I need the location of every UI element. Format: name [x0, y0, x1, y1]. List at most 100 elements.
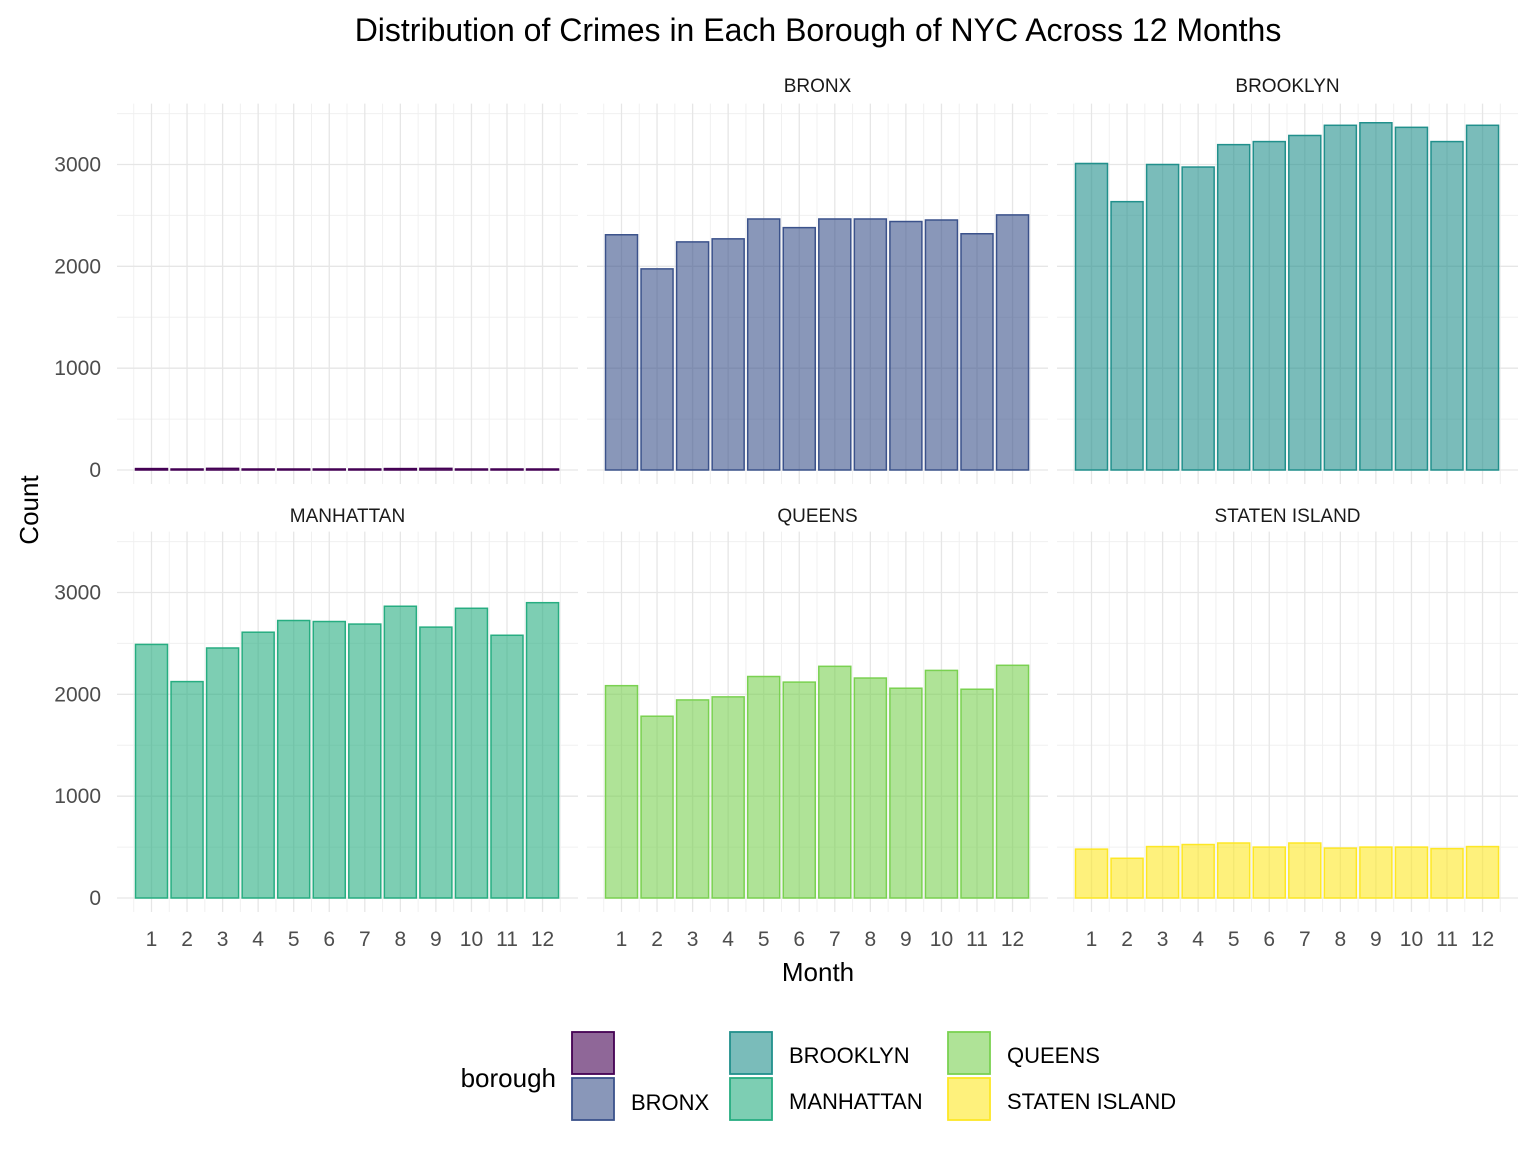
x-tick-label: 5	[1228, 928, 1240, 951]
bar	[711, 696, 745, 899]
legend: borough BRONX BROOKLYN MANHATTAN QUEENS STAT…	[461, 1031, 1176, 1121]
bar	[276, 619, 311, 899]
bar	[276, 468, 311, 471]
bar	[1323, 124, 1358, 471]
x-tick-label: 2	[1121, 928, 1133, 951]
bar	[170, 680, 204, 899]
bar	[818, 218, 852, 471]
bar	[1288, 134, 1322, 471]
legend-item: QUEENS	[947, 1031, 1100, 1075]
bar	[454, 607, 489, 899]
bar	[1252, 846, 1286, 899]
facet-panels: 0 1000 2000 3000 BRONX BROOKLYN MANHATTAN 0 1000…	[54, 76, 1518, 951]
x-tick-label: 4	[722, 928, 734, 951]
x-tick-label: 5	[758, 928, 770, 951]
legend-label: QUEENS	[1007, 1043, 1100, 1068]
x-tick-label: 10	[460, 928, 483, 951]
y-tick-label: 2000	[54, 255, 101, 278]
bar	[924, 219, 959, 471]
x-tick-label: 7	[359, 928, 371, 951]
panel: BRONX	[587, 76, 1048, 484]
bar	[1465, 124, 1500, 471]
x-tick-label: 8	[865, 928, 877, 951]
bar	[1216, 842, 1251, 899]
x-tick-label: 6	[323, 928, 335, 951]
x-tick-label: 8	[395, 928, 407, 951]
legend-item: BROOKLYN	[729, 1031, 910, 1075]
bar	[419, 467, 453, 471]
legend-key	[729, 1031, 773, 1075]
bar	[383, 467, 418, 471]
bar	[924, 669, 959, 899]
x-tick-label: 10	[930, 928, 953, 951]
bar	[818, 665, 852, 899]
bar	[241, 631, 275, 899]
bar	[1110, 857, 1144, 899]
bar	[1394, 846, 1429, 899]
x-tick-label: 1	[1086, 928, 1098, 951]
bar	[853, 677, 888, 899]
bar	[490, 468, 524, 471]
bar	[312, 468, 346, 471]
bar	[1216, 143, 1251, 471]
x-tick-label: 6	[1263, 928, 1275, 951]
bar	[348, 468, 382, 471]
bar	[853, 218, 888, 471]
legend-label: MANHATTAN	[789, 1089, 923, 1114]
bar	[1430, 847, 1464, 899]
y-tick-label: 0	[89, 459, 101, 482]
bar	[1110, 200, 1144, 471]
y-tick-label: 1000	[54, 357, 101, 380]
x-tick-label: 8	[1335, 928, 1347, 951]
y-axis-label: Count	[14, 475, 44, 545]
x-tick-label: 9	[430, 928, 442, 951]
panel: BROOKLYN	[1057, 76, 1518, 484]
bar	[1288, 842, 1322, 899]
bar	[205, 647, 240, 899]
x-tick-label: 2	[651, 928, 663, 951]
bar	[746, 218, 781, 471]
bar	[1145, 163, 1180, 471]
x-tick-label: 2	[181, 928, 193, 951]
bar	[640, 268, 674, 471]
legend-key	[729, 1077, 773, 1121]
facet-strip-label: STATEN ISLAND	[1214, 506, 1360, 527]
bar	[241, 468, 275, 471]
x-tick-label: 9	[1370, 928, 1382, 951]
x-tick-label: 11	[496, 928, 518, 951]
bar	[960, 688, 994, 899]
y-tick-label: 3000	[54, 154, 101, 177]
x-tick-label: 6	[793, 928, 805, 951]
bar	[675, 699, 710, 899]
y-tick-label: 1000	[54, 785, 101, 808]
legend-label: STATEN ISLAND	[1007, 1089, 1176, 1114]
bar	[1430, 140, 1464, 471]
x-axis-label: Month	[782, 957, 854, 987]
bar	[134, 467, 169, 471]
bar	[490, 634, 524, 899]
bar	[782, 226, 816, 471]
bar	[1252, 140, 1286, 471]
legend-key	[947, 1077, 991, 1121]
x-tick-label: 1	[146, 928, 158, 951]
bar	[1145, 845, 1180, 899]
bar	[995, 664, 1030, 899]
bar	[675, 241, 710, 471]
x-tick-label: 7	[829, 928, 841, 951]
bar	[604, 234, 639, 471]
legend-item: MANHATTAN	[729, 1077, 923, 1121]
x-tick-label: 11	[1436, 928, 1458, 951]
bar	[383, 605, 418, 899]
bar	[525, 468, 560, 471]
bar	[889, 220, 923, 471]
legend-label: BROOKLYN	[789, 1043, 910, 1068]
bar	[1074, 848, 1109, 899]
bar	[348, 623, 382, 899]
bar	[1323, 847, 1358, 899]
legend-label: BRONX	[631, 1090, 710, 1115]
facet-strip-label: MANHATTAN	[290, 506, 405, 527]
bar	[205, 467, 240, 471]
bar	[640, 715, 674, 899]
